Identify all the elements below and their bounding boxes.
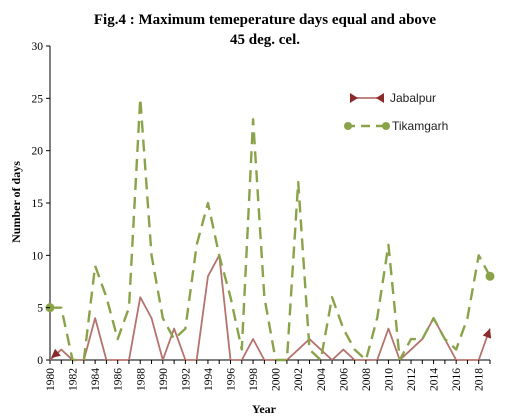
y-axis-ticks: 0 5 10 15 20 25 30 bbox=[32, 41, 50, 367]
series-end-marker-tikamgarh bbox=[485, 271, 495, 281]
x-tick-label: 1984 bbox=[90, 368, 102, 391]
x-tick-label: 1982 bbox=[68, 368, 80, 391]
x-tick-label: 1996 bbox=[226, 368, 238, 391]
x-tick-label: 1992 bbox=[180, 368, 192, 391]
legend-marker-jabalpur-end bbox=[376, 93, 384, 103]
series-line-tikamgarh bbox=[50, 97, 492, 362]
x-tick-label: 2002 bbox=[293, 368, 305, 391]
y-tick-label: 30 bbox=[32, 41, 44, 53]
x-tick-label: 2018 bbox=[474, 368, 486, 391]
legend-item-jabalpur: Jabalpur bbox=[350, 91, 436, 105]
legend-marker-tikamgarh-end bbox=[382, 122, 390, 130]
x-tick-label: 2014 bbox=[429, 368, 441, 391]
x-tick-label: 2016 bbox=[451, 368, 463, 391]
series-end-marker-jabalpur bbox=[482, 328, 492, 339]
series-line-jabalpur bbox=[49, 254, 491, 361]
x-tick-label: 2012 bbox=[406, 368, 418, 391]
legend-label-tikamgarh: Tikamgarh bbox=[392, 119, 448, 133]
legend-item-tikamgarh: Tikamgarh bbox=[344, 119, 448, 133]
x-tick-label: 1980 bbox=[45, 368, 57, 391]
legend-marker-tikamgarh bbox=[344, 122, 352, 130]
legend-marker-jabalpur bbox=[350, 93, 358, 103]
x-tick-label: 1998 bbox=[248, 368, 260, 391]
chart-title-line-1: Fig.4 : Maximum temeperature days equal … bbox=[94, 12, 437, 28]
x-tick-label: 1994 bbox=[203, 368, 215, 391]
x-tick-label: 1986 bbox=[113, 368, 125, 391]
y-tick-label: 20 bbox=[32, 146, 44, 158]
x-tick-label: 2004 bbox=[316, 368, 328, 391]
y-axis-label: Number of days bbox=[9, 161, 23, 243]
y-tick-label: 0 bbox=[37, 355, 43, 367]
x-tick-label: 2008 bbox=[361, 368, 373, 391]
legend-label-jabalpur: Jabalpur bbox=[390, 91, 436, 105]
legend: Jabalpur Tikamgarh bbox=[344, 91, 448, 133]
x-tick-label: 1990 bbox=[158, 368, 170, 391]
y-tick-label: 15 bbox=[32, 198, 44, 210]
series-start-marker-jabalpur bbox=[51, 348, 61, 358]
y-tick-label: 25 bbox=[32, 93, 44, 105]
x-axis-label: Year bbox=[252, 402, 277, 416]
chart-title-line-2: 45 deg. cel. bbox=[230, 32, 300, 48]
x-tick-label: 2006 bbox=[338, 368, 350, 391]
x-tick-label: 2010 bbox=[383, 368, 395, 391]
y-tick-label: 5 bbox=[37, 303, 43, 315]
x-axis-ticks: 1980 1982 1984 1986 1988 1990 1992 1994 1996 1998… bbox=[45, 360, 491, 391]
x-tick-label: 1988 bbox=[135, 368, 147, 391]
y-tick-label: 10 bbox=[32, 250, 44, 262]
x-tick-label: 2000 bbox=[271, 368, 283, 391]
